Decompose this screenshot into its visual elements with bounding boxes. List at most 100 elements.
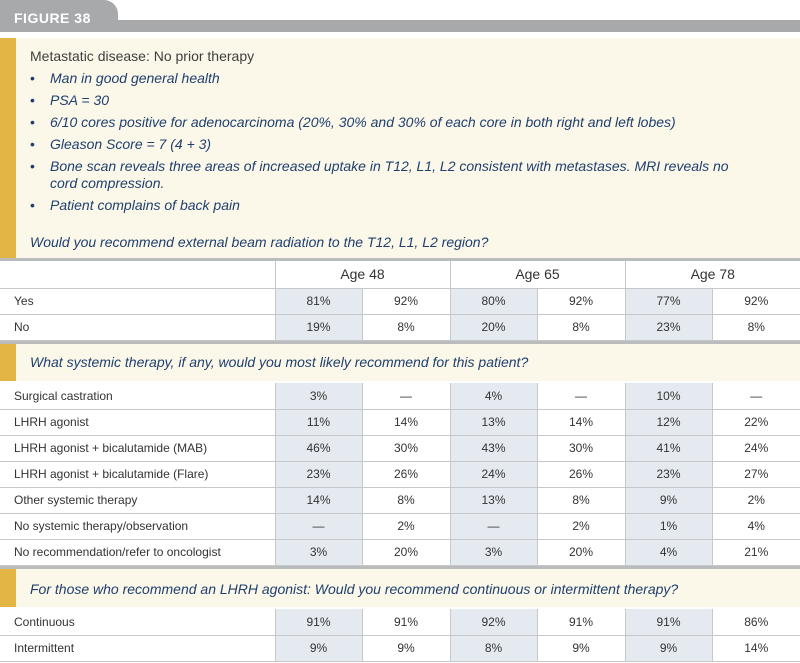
lhrh-therapy-table: Continuous 91% 91% 92% 91% 91% 86% Intermittent… <box>0 609 800 662</box>
age-header-row: Age 48 Age 65 Age 78 <box>0 261 800 289</box>
row-label: Surgical castration <box>0 383 276 410</box>
value-cell: 86% <box>712 609 800 636</box>
row-label: No recommendation/refer to oncologist <box>0 539 276 566</box>
value-cell: 23% <box>625 314 713 341</box>
value-cell: 20% <box>362 539 451 566</box>
value-cell: 2% <box>362 513 451 540</box>
table-row: No systemic therapy/observation —2% —2% 1% 4… <box>0 513 800 540</box>
systemic-therapy-table: Surgical castration 3% —4% —10% — LHRH agonis… <box>0 383 800 566</box>
value-cell: 19% <box>275 314 363 341</box>
value-cell: 22% <box>712 409 800 436</box>
table-row: No recommendation/refer to oncologist 3% 2… <box>0 539 800 566</box>
bullet-icon: • <box>30 197 35 213</box>
value-cell: 91% <box>537 609 626 636</box>
value-cell: 41% <box>625 435 713 462</box>
table-row: LHRH agonist + bicalutamide (Flare) 23% 26… <box>0 461 800 488</box>
value-cell: 24% <box>450 461 538 488</box>
value-cell: 46% <box>275 435 363 462</box>
value-cell: — <box>712 383 800 410</box>
case-bullet: • Man in good general health <box>30 70 220 86</box>
value-cell: 92% <box>362 288 451 315</box>
value-cell: 9% <box>362 635 451 662</box>
value-cell: 21% <box>712 539 800 566</box>
value-cell: 4% <box>712 513 800 540</box>
value-cell: 92% <box>450 609 538 636</box>
row-label: No <box>0 314 276 341</box>
value-cell: 26% <box>537 461 626 488</box>
value-cell: 81% <box>275 288 363 315</box>
systemic-therapy-table-body: Surgical castration 3% —4% —10% — LHRH agonis… <box>0 383 800 566</box>
table-row: No 19% 8% 20% 8% 23% 8% <box>0 314 800 341</box>
value-cell: 9% <box>625 487 713 514</box>
value-cell: 27% <box>712 461 800 488</box>
value-cell: 4% <box>450 383 538 410</box>
row-label: Other systemic therapy <box>0 487 276 514</box>
bullet-icon: • <box>30 158 35 174</box>
row-label: Continuous <box>0 609 276 636</box>
value-cell: 8% <box>712 314 800 341</box>
table-row: Other systemic therapy 14% 8% 13% 8% 9% 2% <box>0 487 800 514</box>
value-cell: 8% <box>450 635 538 662</box>
table-row: LHRH agonist + bicalutamide (MAB) 46% 30% 4… <box>0 435 800 462</box>
section-divider <box>0 341 800 344</box>
value-cell: — <box>450 513 538 540</box>
value-cell: 8% <box>537 314 626 341</box>
value-cell: 12% <box>625 409 713 436</box>
row-label: Intermittent <box>0 635 276 662</box>
value-cell: 3% <box>450 539 538 566</box>
value-cell: — <box>537 383 626 410</box>
value-cell: 3% <box>275 383 363 410</box>
value-cell: 91% <box>275 609 363 636</box>
value-cell: 8% <box>362 487 451 514</box>
value-cell: — <box>362 383 451 410</box>
value-cell: 14% <box>275 487 363 514</box>
question-systemic-box: What systemic therapy, if any, would you… <box>0 344 800 381</box>
value-cell: 8% <box>537 487 626 514</box>
value-cell: 91% <box>625 609 713 636</box>
value-cell: 11% <box>275 409 363 436</box>
figure-label: FIGURE 38 <box>14 10 91 26</box>
lhrh-therapy-table-body: Continuous 91% 91% 92% 91% 91% 86% Intermittent… <box>0 609 800 662</box>
value-cell: 13% <box>450 409 538 436</box>
value-cell: 4% <box>625 539 713 566</box>
value-cell: 30% <box>537 435 626 462</box>
value-cell: 30% <box>362 435 451 462</box>
value-cell: 9% <box>625 635 713 662</box>
value-cell: 23% <box>625 461 713 488</box>
bullet-icon: • <box>30 70 35 86</box>
value-cell: 1% <box>625 513 713 540</box>
value-cell: 23% <box>275 461 363 488</box>
value-cell: 20% <box>450 314 538 341</box>
value-cell: 77% <box>625 288 713 315</box>
table-row: Yes 81% 92% 80% 92% 77% 92% <box>0 288 800 315</box>
radiation-table-body: Yes 81% 92% 80% 92% 77% 92% No 19% 8% 20% 8% 23% 8% <box>0 288 800 341</box>
table-row: Intermittent 9% 9% 8% 9% 9% 14% <box>0 635 800 662</box>
value-cell: 2% <box>712 487 800 514</box>
row-label: LHRH agonist + bicalutamide (Flare) <box>0 461 276 488</box>
question-systemic: What systemic therapy, if any, would you… <box>30 354 529 370</box>
section-divider <box>0 258 800 261</box>
age-header: Age 65 <box>450 261 626 289</box>
header-blank-cell <box>0 261 276 289</box>
gold-accent-bar <box>0 38 16 258</box>
value-cell: 92% <box>537 288 626 315</box>
question-lhrh-box: For those who recommend an LHRH agonist:… <box>0 569 800 607</box>
table-row: Surgical castration 3% —4% —10% — <box>0 383 800 410</box>
value-cell: 14% <box>712 635 800 662</box>
value-cell: 9% <box>275 635 363 662</box>
case-description-box: Metastatic disease: No prior therapy • Ma… <box>0 38 800 258</box>
radiation-table: Age 48 Age 65 Age 78 Yes 81% 92% 80% 92% 77% 9… <box>0 261 800 341</box>
value-cell: 8% <box>362 314 451 341</box>
section-divider <box>0 566 800 569</box>
case-bullet: • Gleason Score = 7 (4 + 3) <box>30 136 212 152</box>
case-bullets: • Man in good general health • PSA = 30 • 6… <box>30 70 790 219</box>
case-bullet: • PSA = 30 <box>30 92 110 108</box>
value-cell: 13% <box>450 487 538 514</box>
value-cell: 26% <box>362 461 451 488</box>
value-cell: 14% <box>362 409 451 436</box>
case-bullet: • 6/10 cores positive for adenocarcinoma … <box>30 114 676 130</box>
value-cell: 10% <box>625 383 713 410</box>
value-cell: 24% <box>712 435 800 462</box>
question-radiation: Would you recommend external beam radiat… <box>30 234 489 250</box>
